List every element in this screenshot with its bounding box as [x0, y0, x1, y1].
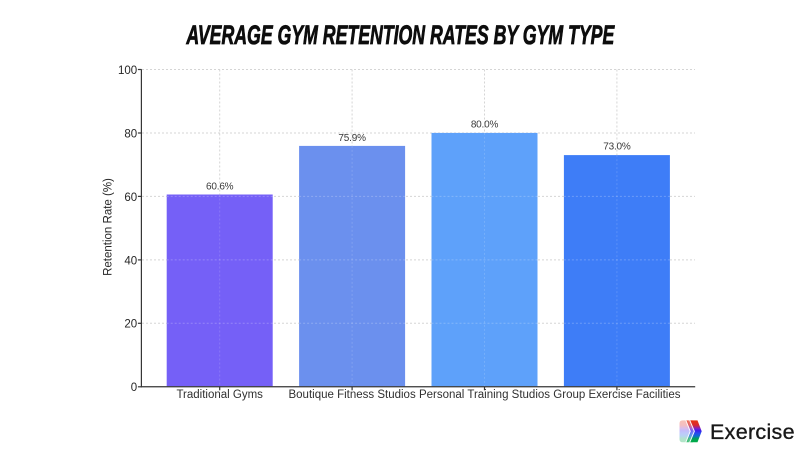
- svg-text:80.0%: 80.0%: [471, 120, 499, 131]
- svg-text:60.6%: 60.6%: [206, 182, 234, 193]
- svg-text:60: 60: [124, 192, 137, 204]
- svg-text:80: 80: [124, 128, 137, 140]
- svg-text:Traditional Gyms: Traditional Gyms: [176, 389, 263, 401]
- svg-text:Group Exercise Facilities: Group Exercise Facilities: [553, 389, 680, 401]
- svg-text:Boutique Fitness Studios: Boutique Fitness Studios: [288, 389, 415, 401]
- svg-text:0: 0: [131, 382, 137, 394]
- svg-text:Personal Training Studios: Personal Training Studios: [419, 389, 550, 401]
- svg-text:73.0%: 73.0%: [603, 142, 631, 153]
- svg-text:100: 100: [118, 65, 137, 77]
- svg-text:Retention Rate (%): Retention Rate (%): [103, 178, 115, 276]
- svg-text:40: 40: [124, 255, 137, 267]
- svg-text:20: 20: [124, 319, 137, 331]
- svg-text:75.9%: 75.9%: [338, 133, 366, 144]
